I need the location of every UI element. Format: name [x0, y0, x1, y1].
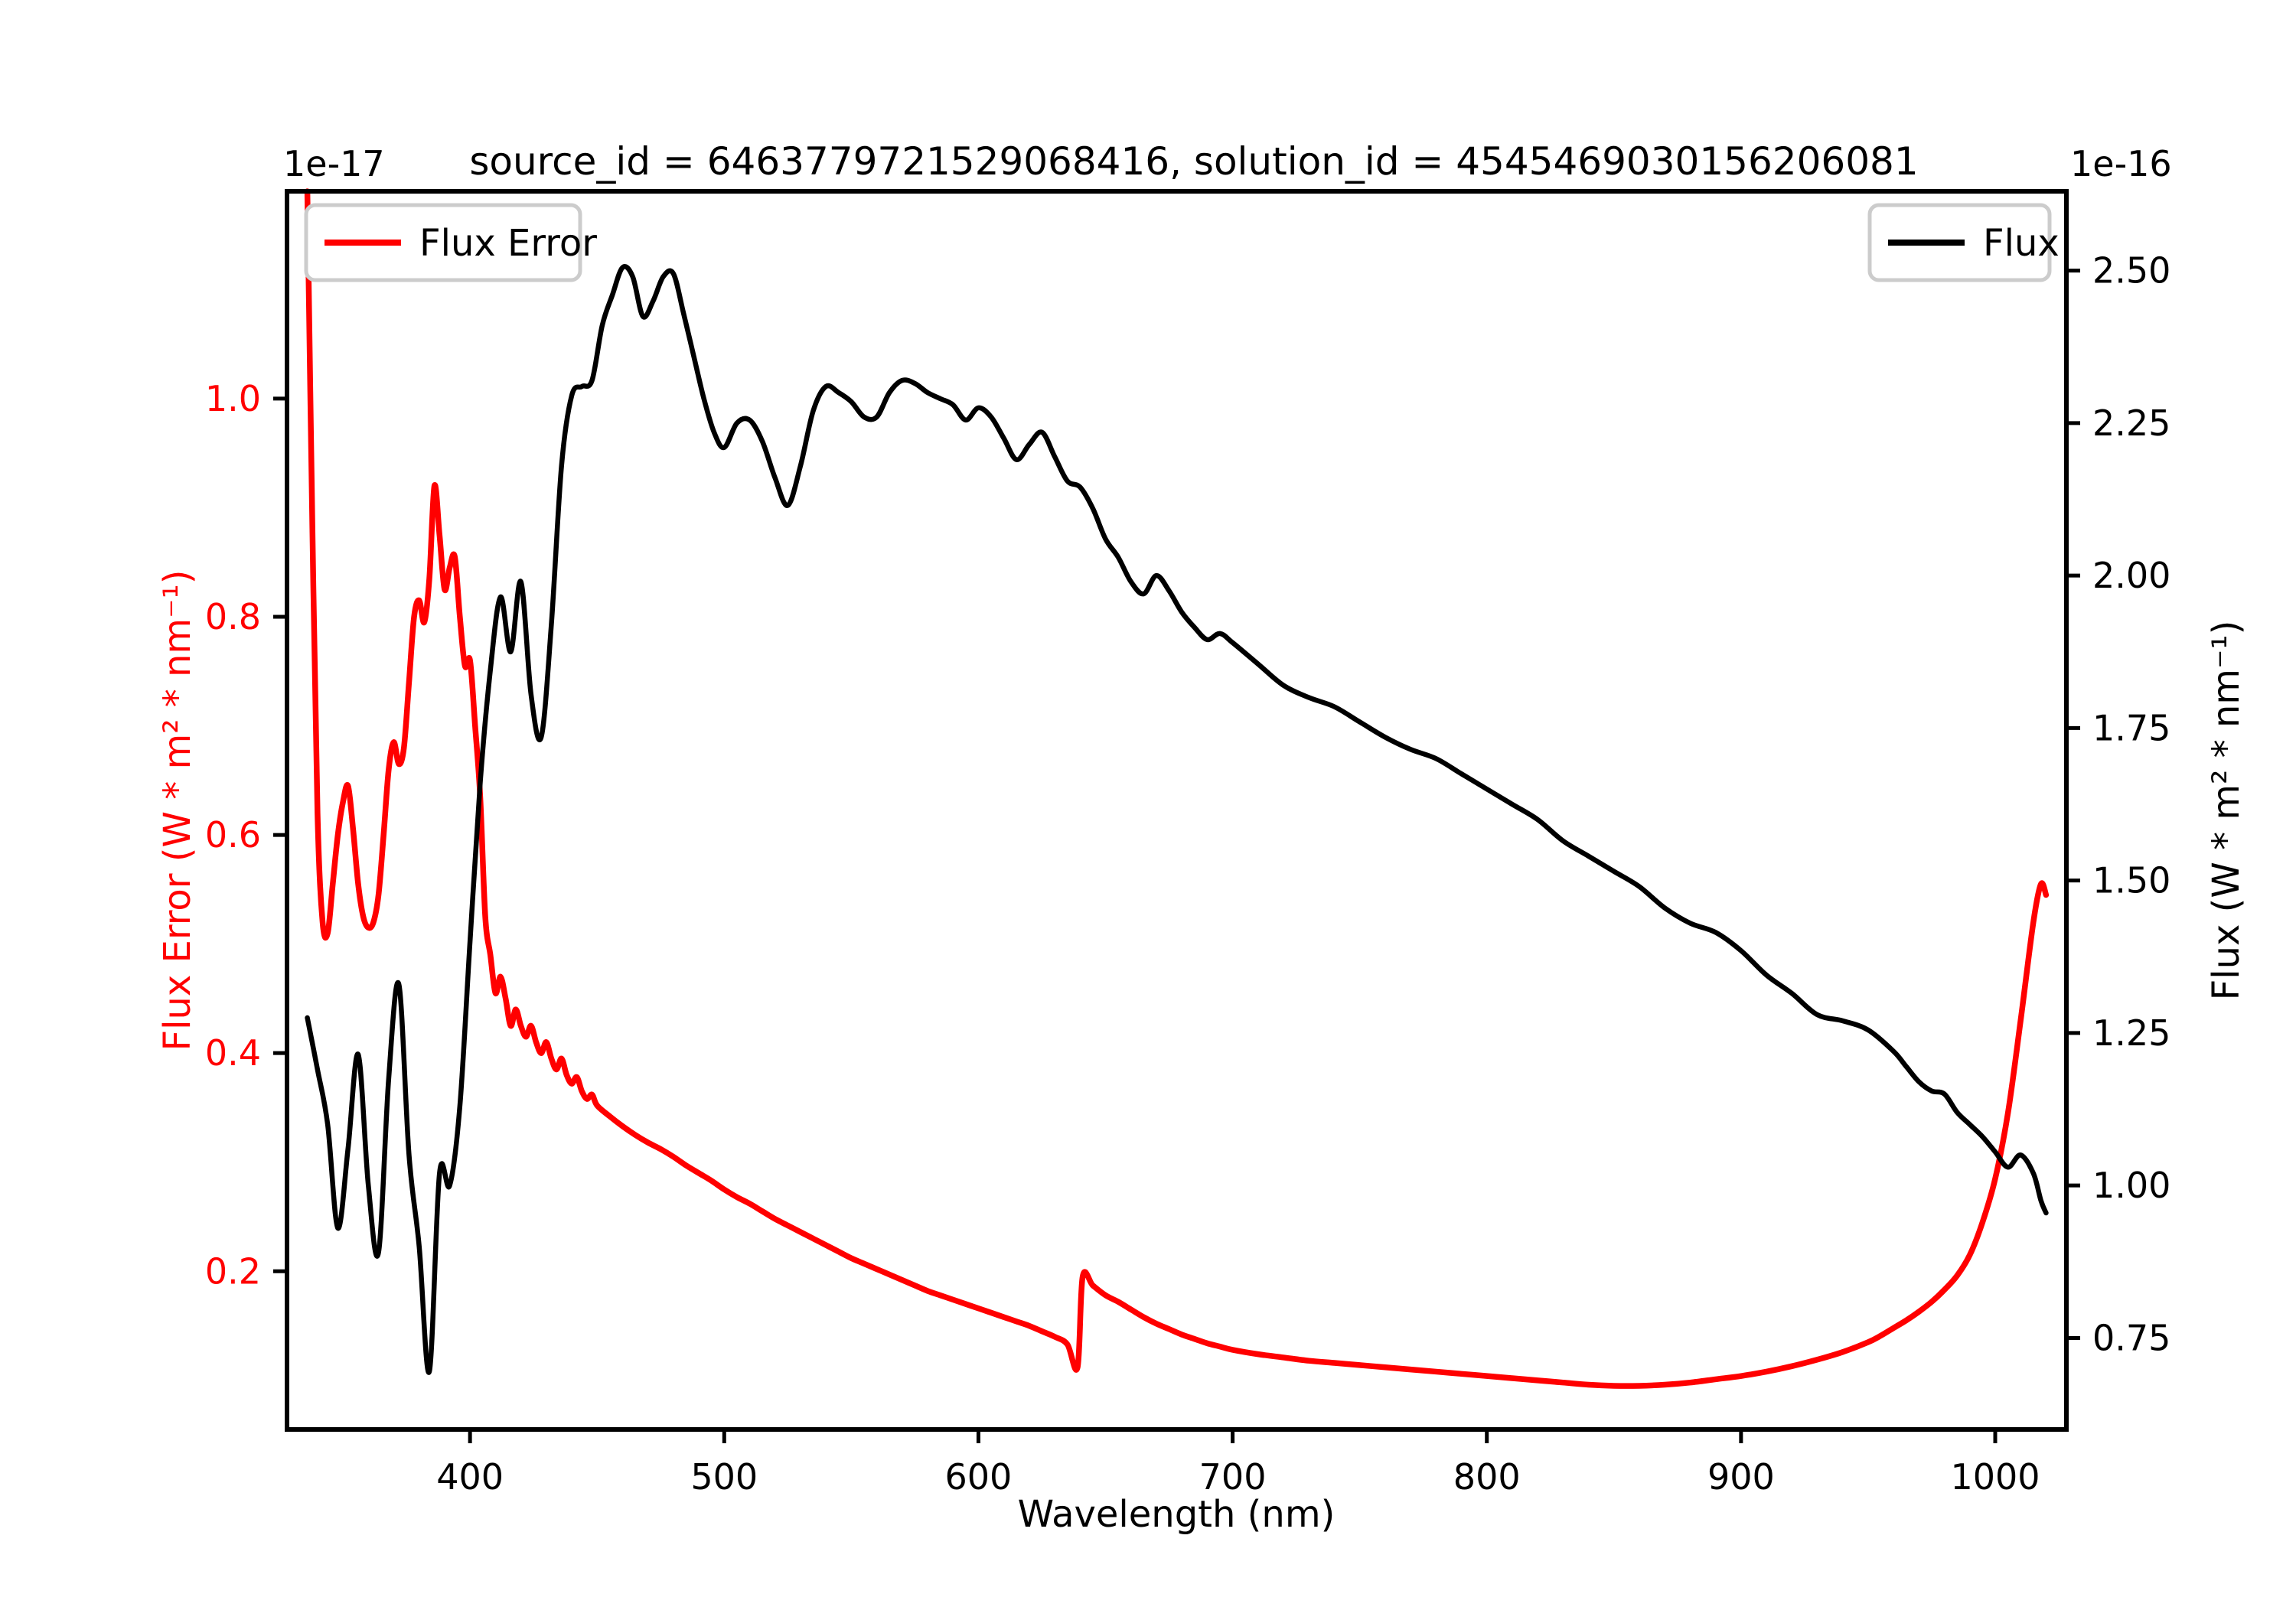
- x-tick-label: 600: [945, 1456, 1013, 1498]
- legend-flux-error-box: [304, 203, 582, 282]
- series-line-flux-error: [304, 188, 2050, 1389]
- left-y-axis-ticks: 0.2 0.4 0.6 0.8 1.0: [205, 378, 287, 1292]
- right-y-tick-label: 1.50: [2092, 860, 2170, 901]
- x-tick-label: 500: [690, 1456, 758, 1498]
- left-y-tick-label: 0.2: [205, 1250, 261, 1292]
- legend-flux-error-label: Flux Error: [419, 222, 597, 265]
- left-y-tick-label: 0.4: [205, 1032, 261, 1074]
- x-axis-ticks: 400 500 600 700 800 900 1000: [436, 1429, 2040, 1498]
- legend-flux-error[interactable]: Flux Error: [304, 203, 597, 282]
- x-tick-label: 700: [1199, 1456, 1267, 1498]
- x-tick-label: 900: [1707, 1456, 1775, 1498]
- axes-spines: [285, 189, 2069, 1432]
- right-y-tick-label: 1.75: [2092, 707, 2170, 748]
- legend-flux-label: Flux: [1983, 222, 2060, 265]
- x-tick-label: 800: [1453, 1456, 1521, 1498]
- left-axis-offset-label: 1e-17: [283, 143, 385, 184]
- left-y-axis-title: Flux Error (W * m² * nm⁻¹): [156, 570, 199, 1051]
- legend-flux[interactable]: Flux: [1867, 203, 2060, 282]
- x-axis-title: Wavelength (nm): [1018, 1493, 1336, 1536]
- right-axis-offset-label: 1e-16: [2070, 143, 2172, 184]
- right-y-tick-label: 0.75: [2092, 1317, 2170, 1358]
- right-y-tick-label: 1.00: [2092, 1165, 2170, 1206]
- x-tick-label: 1000: [1950, 1456, 2040, 1498]
- x-tick-label: 400: [436, 1456, 504, 1498]
- left-y-tick-label: 0.8: [205, 596, 261, 637]
- right-y-tick-label: 2.00: [2092, 555, 2170, 596]
- right-y-axis-ticks: 0.75 1.00 1.25 1.50 1.75 2.00 2.25 2.50: [2066, 250, 2170, 1358]
- plot-background: [287, 191, 2066, 1429]
- right-y-axis-title: Flux (W * m² * nm⁻¹): [2205, 621, 2248, 1001]
- right-y-tick-label: 2.25: [2092, 403, 2170, 444]
- left-y-tick-label: 1.0: [205, 378, 261, 419]
- series-line-flux: [305, 264, 2049, 1375]
- plot-title: source_id = 6463779721529068416, solutio…: [469, 139, 1918, 184]
- right-y-tick-label: 1.25: [2092, 1012, 2170, 1054]
- left-y-tick-label: 0.6: [205, 814, 261, 856]
- right-y-tick-label: 2.50: [2092, 250, 2170, 292]
- data-series-group: [304, 188, 2050, 1389]
